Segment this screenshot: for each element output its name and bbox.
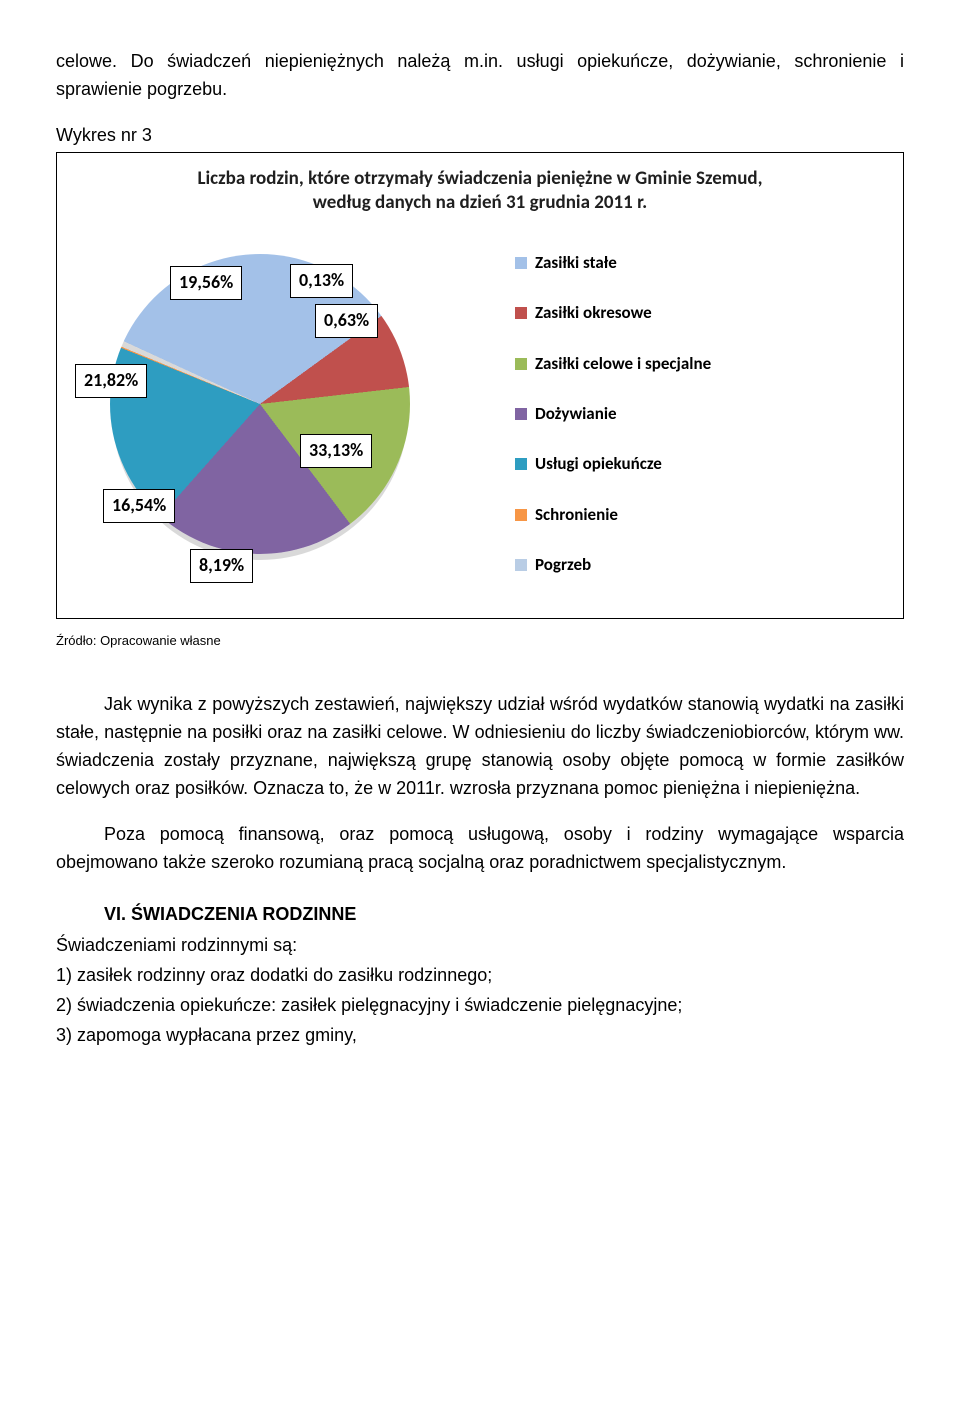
legend-item: Schronienie bbox=[515, 502, 711, 528]
chart-container: Liczba rodzin, które otrzymały świadczen… bbox=[56, 152, 904, 619]
legend-swatch bbox=[515, 408, 527, 420]
pct-label: 16,54% bbox=[103, 489, 175, 523]
legend-swatch bbox=[515, 458, 527, 470]
legend-label: Zasiłki okresowe bbox=[535, 300, 652, 326]
legend-item: Pogrzeb bbox=[515, 552, 711, 578]
legend-swatch bbox=[515, 257, 527, 269]
legend-item: Usługi opiekuńcze bbox=[515, 451, 711, 477]
pct-label: 33,13% bbox=[300, 434, 372, 468]
list-item: 1) zasiłek rodzinny oraz dodatki do zasi… bbox=[56, 962, 904, 990]
pct-label: 0,13% bbox=[290, 264, 353, 298]
list-item: 3) zapomoga wypłacana przez gminy, bbox=[56, 1022, 904, 1050]
legend-item: Zasiłki okresowe bbox=[515, 300, 711, 326]
pct-label: 0,63% bbox=[315, 304, 378, 338]
pct-label: 19,56% bbox=[170, 266, 242, 300]
sub-intro: Świadczeniami rodzinnymi są: bbox=[56, 932, 904, 960]
pct-label: 8,19% bbox=[190, 549, 253, 583]
legend-label: Zasiłki stałe bbox=[535, 250, 617, 276]
chart-title-line1: Liczba rodzin, które otrzymały świadczen… bbox=[197, 167, 762, 190]
legend-item: Dożywianie bbox=[515, 401, 711, 427]
legend-label: Dożywianie bbox=[535, 401, 617, 427]
list-item: 2) świadczenia opiekuńcze: zasiłek pielę… bbox=[56, 992, 904, 1020]
body-paragraph-1: Jak wynika z powyższych zestawień, najwi… bbox=[56, 691, 904, 803]
chart-title-line2: według danych na dzień 31 grudnia 2011 r… bbox=[313, 191, 647, 214]
legend-label: Pogrzeb bbox=[535, 552, 591, 578]
legend-item: Zasiłki stałe bbox=[515, 250, 711, 276]
pie-chart: 19,56% 0,13% 0,63% 33,13% 8,19% 16,54% 2… bbox=[75, 234, 485, 594]
legend-label: Schronienie bbox=[535, 502, 618, 528]
chart-legend: Zasiłki stałe Zasiłki okresowe Zasiłki c… bbox=[485, 250, 711, 578]
chart-caption: Wykres nr 3 bbox=[56, 122, 904, 150]
chart-title: Liczba rodzin, które otrzymały świadczen… bbox=[75, 167, 885, 216]
legend-label: Usługi opiekuńcze bbox=[535, 451, 662, 477]
legend-swatch bbox=[515, 559, 527, 571]
legend-swatch bbox=[515, 509, 527, 521]
legend-swatch bbox=[515, 358, 527, 370]
legend-swatch bbox=[515, 307, 527, 319]
body-paragraph-2: Poza pomocą finansową, oraz pomocą usług… bbox=[56, 821, 904, 877]
pct-label: 21,82% bbox=[75, 364, 147, 398]
legend-item: Zasiłki celowe i specjalne bbox=[515, 351, 711, 377]
chart-source: Źródło: Opracowanie własne bbox=[56, 631, 904, 651]
intro-paragraph: celowe. Do świadczeń niepieniężnych nale… bbox=[56, 48, 904, 104]
legend-label: Zasiłki celowe i specjalne bbox=[535, 351, 711, 377]
section-heading: VI. ŚWIADCZENIA RODZINNE bbox=[104, 901, 904, 929]
